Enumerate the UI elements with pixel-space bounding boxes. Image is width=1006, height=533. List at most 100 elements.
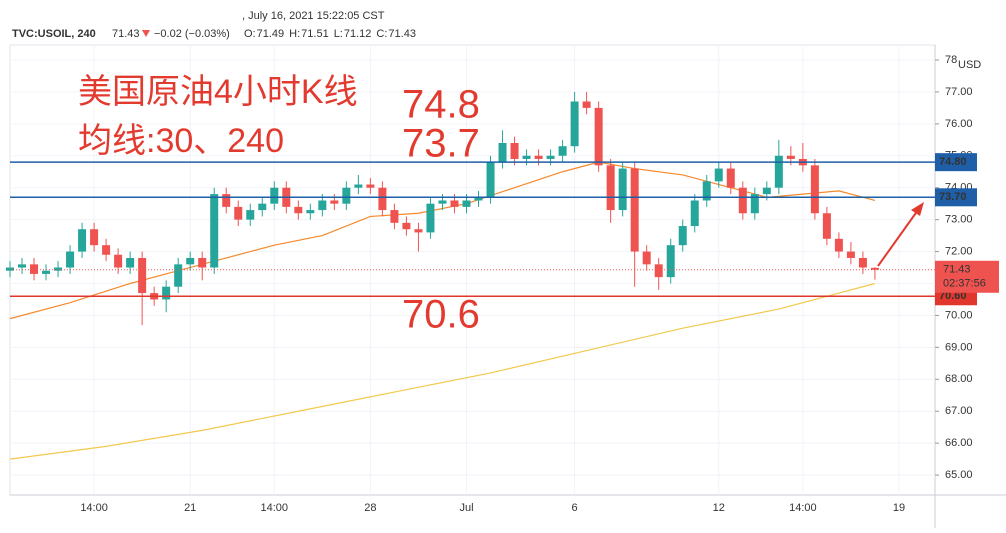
y-tick-label: 76.00	[945, 118, 973, 130]
y-tick-label: 70.00	[945, 309, 973, 321]
candle-body	[318, 200, 327, 211]
candle-body	[366, 184, 375, 188]
symbol: TVC:USOIL, 240	[12, 28, 96, 40]
annotation: 74.8	[402, 83, 480, 127]
candle-body	[414, 229, 423, 233]
candle-body	[450, 200, 459, 207]
candle-body	[642, 251, 651, 265]
candle-body	[30, 264, 39, 274]
candle-body	[666, 245, 675, 278]
candle-body	[822, 213, 831, 239]
x-tick-label: 21	[184, 502, 196, 514]
candle-body	[402, 222, 411, 230]
candle-body	[750, 194, 759, 214]
x-tick-label: 14:00	[261, 502, 289, 514]
candle-body	[102, 245, 111, 255]
candle-body	[270, 187, 279, 204]
currency: USD	[958, 59, 981, 71]
candle-body	[510, 143, 519, 159]
y-tick-label: 65.00	[945, 469, 973, 481]
candle-body	[726, 168, 735, 188]
candle-body	[714, 168, 723, 182]
level-tag	[935, 188, 977, 207]
candle-body	[774, 155, 783, 188]
y-tick-label: 73.00	[945, 214, 973, 226]
x-tick-label: 19	[893, 502, 905, 514]
candle-body	[606, 165, 615, 211]
y-tick-label: 78	[945, 54, 957, 66]
candle-body	[78, 229, 87, 252]
candle-body	[90, 229, 99, 246]
y-tick-label: 66.00	[945, 437, 973, 449]
candle-body	[558, 146, 567, 156]
change: −0.02 (−0.03%)	[154, 28, 230, 40]
candle-body	[762, 187, 771, 195]
candle-body	[630, 168, 639, 252]
candle-body	[522, 155, 531, 159]
x-tick-label: 14:00	[80, 502, 108, 514]
datetime: , July 16, 2021 15:22:05 CST	[242, 10, 385, 22]
candle-body	[234, 206, 243, 220]
candle-body	[678, 226, 687, 246]
candle-body	[474, 197, 483, 201]
y-tick-label: 67.00	[945, 405, 973, 417]
x-tick-label: 28	[364, 502, 376, 514]
ohlc-value: 71.12	[344, 28, 372, 40]
moving-average	[9, 282, 876, 460]
candle-body	[486, 162, 495, 198]
candle-body	[594, 107, 603, 166]
level-tag	[935, 153, 977, 172]
y-tick-label: 77.00	[945, 86, 973, 98]
candle-body	[498, 143, 507, 163]
candle-body	[294, 206, 303, 214]
candle-body	[690, 200, 699, 227]
candle-body	[654, 264, 663, 278]
candle-body	[702, 181, 711, 201]
price: 71.43	[112, 28, 140, 40]
candle-body	[534, 155, 543, 159]
ohlc-value: 71.51	[301, 28, 329, 40]
plot: 65.0066.0067.0068.0069.0070.0071.0072.00…	[6, 45, 999, 514]
candle-body	[210, 194, 219, 268]
candle-body	[870, 267, 879, 270]
candle-body	[390, 210, 399, 223]
candle-body	[66, 251, 75, 268]
candle-body	[114, 254, 123, 268]
candle-body	[546, 155, 555, 159]
x-tick-label: 12	[713, 502, 725, 514]
candle-body	[174, 264, 183, 287]
candle-body	[42, 270, 51, 274]
candle-body	[354, 184, 363, 188]
candle-body	[186, 257, 195, 265]
candle-body	[126, 257, 135, 268]
candle-body	[198, 257, 207, 268]
candle-body	[18, 264, 27, 268]
ohlc-label: O:	[244, 28, 256, 40]
y-tick-label: 72.00	[945, 245, 973, 257]
candle-body	[138, 257, 147, 294]
arrow	[877, 209, 919, 267]
level-label: 73.70	[939, 191, 967, 203]
candle-body	[582, 101, 591, 108]
candle-body	[846, 251, 855, 258]
annotation: 73.7	[402, 122, 480, 166]
candle-body	[810, 165, 819, 214]
x-tick-label: Jul	[459, 502, 473, 514]
candle-body	[462, 200, 471, 207]
candle-body	[570, 101, 579, 147]
candle-body	[438, 200, 447, 204]
candle-body	[342, 187, 351, 204]
candle-body	[6, 267, 14, 271]
y-tick-label: 68.00	[945, 373, 973, 385]
candle-body	[258, 203, 267, 211]
ohlc: O: 71.49 H: 71.51 L: 71.12 C: 71.43	[244, 28, 416, 40]
candle-body	[222, 194, 231, 207]
candle-body	[306, 210, 315, 214]
annotation: 均线:30、240	[78, 122, 284, 160]
candle-body	[162, 286, 171, 300]
arrow-head	[911, 202, 924, 216]
x-tick-label: 6	[572, 502, 578, 514]
level-label: 70.60	[939, 290, 967, 302]
ohlc-value: 71.49	[257, 28, 285, 40]
